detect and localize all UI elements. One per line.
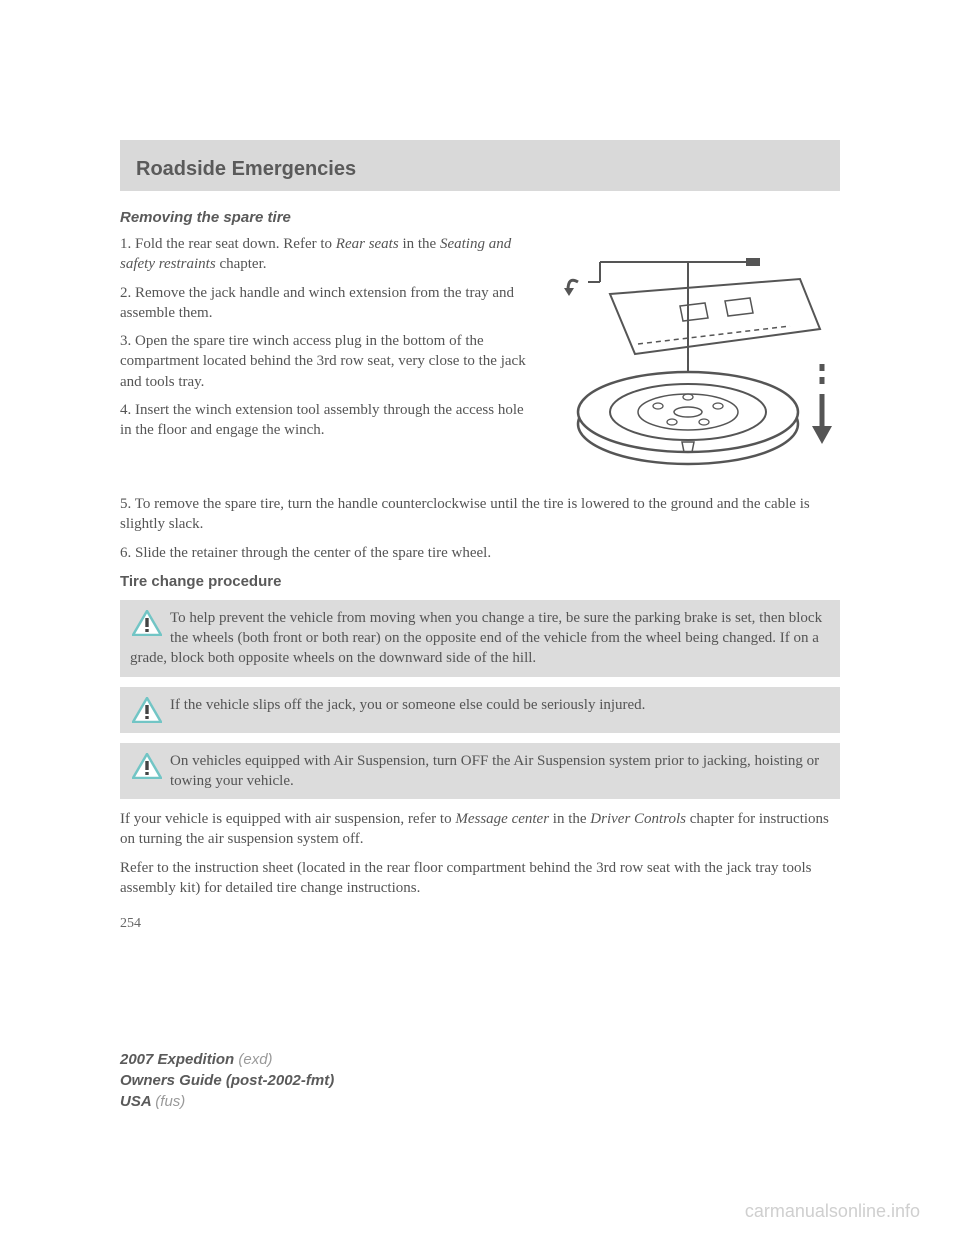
step-1: 1. Fold the rear seat down. Refer to Rea… [120,234,528,275]
document-page: Roadside Emergencies Removing the spare … [0,0,960,932]
page-number: 254 [120,916,840,932]
warning-triangle-icon [132,610,162,636]
spare-tire-diagram [540,234,840,494]
step1-text-a: 1. Fold the rear seat down. Refer to [120,236,336,252]
warning-1-text: To help prevent the vehicle from moving … [130,610,822,667]
p1d: Driver Controls [590,811,686,827]
warning-3-text: On vehicles equipped with Air Suspension… [170,753,819,789]
footer-region: USA [120,1093,155,1110]
chapter-title: Roadside Emergencies [136,158,824,181]
step1-text-e: chapter. [216,256,267,272]
warning-box-1: To help prevent the vehicle from moving … [120,600,840,677]
footer-line-2: Owners Guide (post-2002-fmt) [120,1070,334,1091]
chapter-header-bar: Roadside Emergencies [120,140,840,191]
step-4: 4. Insert the winch extension tool assem… [120,400,528,441]
step-5: 5. To remove the spare tire, turn the ha… [120,494,840,535]
watermark: carmanualsonline.info [745,1201,920,1222]
warning-box-3: On vehicles equipped with Air Suspension… [120,743,840,800]
step1-italic-b: Rear seats [336,236,399,252]
warning-box-2: If the vehicle slips off the jack, you o… [120,687,840,733]
step1-text-c: in the [399,236,440,252]
warning-2-text: If the vehicle slips off the jack, you o… [170,697,645,713]
section-heading-removing: Removing the spare tire [120,209,840,226]
illustration-column [540,234,840,494]
footer-line-3: USA (fus) [120,1091,334,1112]
step-3: 3. Open the spare tire winch access plug… [120,331,528,392]
air-suspension-note: If your vehicle is equipped with air sus… [120,809,840,850]
p1b: Message center [455,811,549,827]
instruction-sheet-note: Refer to the instruction sheet (located … [120,858,840,899]
section-heading-tire-change: Tire change procedure [120,573,840,590]
warning-triangle-icon [132,753,162,779]
step-2: 2. Remove the jack handle and winch exte… [120,283,528,324]
text-column: 1. Fold the rear seat down. Refer to Rea… [120,234,528,494]
p1a: If your vehicle is equipped with air sus… [120,811,455,827]
two-column-layout: 1. Fold the rear seat down. Refer to Rea… [120,234,840,494]
footer-guide: Owners Guide (post-2002-fmt) [120,1072,334,1089]
footer-code2: (fus) [155,1093,185,1110]
document-footer: 2007 Expedition (exd) Owners Guide (post… [120,1049,334,1112]
p1c: in the [549,811,590,827]
footer-model: 2007 Expedition [120,1051,238,1068]
footer-code1: (exd) [238,1051,272,1068]
warning-triangle-icon [132,697,162,723]
footer-line-1: 2007 Expedition (exd) [120,1049,334,1070]
step-6: 6. Slide the retainer through the center… [120,543,840,563]
